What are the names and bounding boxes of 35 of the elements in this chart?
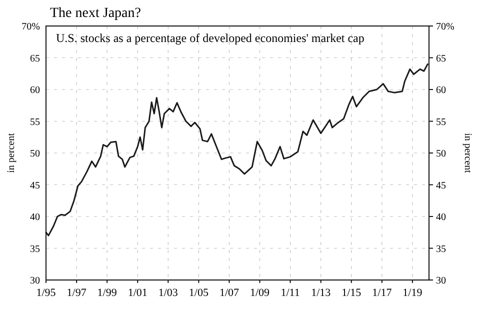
y-tick-label: 65	[30, 53, 40, 64]
y-tick-label: 30	[30, 276, 40, 286]
y-tick-label: 60	[30, 85, 40, 96]
y2-tick-label: 40	[436, 212, 446, 223]
x-tick-label: 1/11	[280, 287, 300, 299]
y-tick-label: 35	[30, 244, 40, 255]
y-tick-label: 70%	[22, 22, 40, 32]
x-tick-label: 1/97	[66, 287, 87, 299]
x-tick-label: 1/13	[311, 287, 332, 299]
y2-tick-label: 45	[436, 180, 446, 192]
x-tick-label: 1/03	[158, 287, 178, 299]
x-tick-label: 1/99	[97, 287, 118, 299]
y2-tick-label: 30	[436, 276, 446, 286]
y2-tick-label: 50	[436, 148, 446, 160]
chart-subtitle: U.S. stocks as a percentage of developed economies' market cap	[56, 31, 364, 45]
x-tick-label: 1/09	[250, 287, 270, 299]
x-tick-label: 1/05	[188, 287, 209, 299]
y2-tick-label: 55	[436, 116, 446, 128]
y2-tick-label: 60	[436, 85, 446, 96]
y2-tick-label: 35	[436, 244, 446, 255]
y-tick-label: 40	[30, 212, 40, 223]
y2-axis-title: in percent	[462, 133, 473, 174]
x-tick-label: 1/07	[219, 287, 240, 299]
y2-tick-label: 70%	[436, 22, 454, 32]
x-tick-label: 1/15	[342, 287, 362, 299]
chart-title: The next Japan?	[50, 6, 141, 21]
x-tick-label: 1/01	[128, 287, 148, 299]
y-axis-title: in percent	[6, 132, 17, 173]
y2-tick-label: 65	[436, 53, 446, 64]
x-tick-label: 1/95	[36, 287, 56, 299]
x-tick-label: 1/19	[402, 287, 423, 299]
y-tick-label: 50	[30, 148, 40, 160]
y-tick-label: 45	[30, 180, 40, 192]
x-tick-label: 1/17	[372, 287, 392, 299]
y-tick-label: 55	[30, 116, 40, 128]
